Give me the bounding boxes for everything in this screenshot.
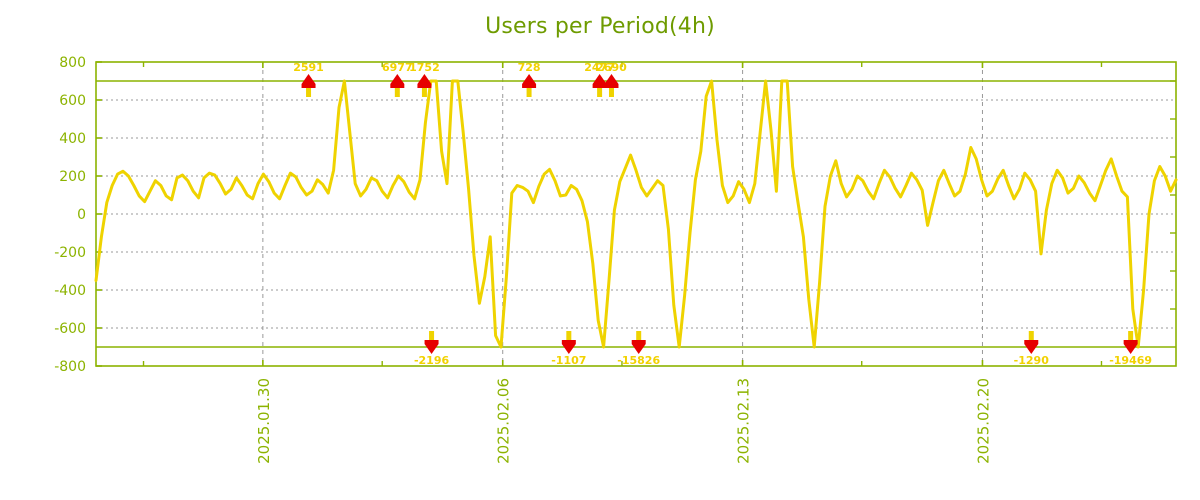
y-tick-label: 200 (59, 169, 86, 185)
y-tick-label: 0 (77, 207, 86, 223)
x-tick-label: 2025.02.20 (974, 378, 992, 464)
grid-layer (96, 62, 1176, 366)
outlier-label-max: 6977 (382, 61, 413, 74)
x-tick-label: 2025.02.13 (735, 378, 753, 464)
outlier-label-min: -1290 (1014, 354, 1050, 367)
chart-title: Users per Period(4h) (485, 14, 715, 39)
y-axis-tick-labels: 800 600 400 200 0 -200 -400 -600 -800 (54, 55, 86, 375)
y-tick-label: 400 (59, 131, 86, 147)
x-tick-label: 2025.02.06 (495, 378, 513, 464)
outlier-label-max: 1752 (409, 61, 440, 74)
y-tick-label: 600 (59, 93, 86, 109)
y-tick-label: -200 (54, 245, 86, 261)
y-tick-label: -800 (54, 359, 86, 375)
y-tick-label: 800 (59, 55, 86, 71)
outlier-label-min: -19469 (1109, 354, 1152, 367)
outlier-label-max: 728 (518, 61, 541, 74)
y-tick-label: -400 (54, 283, 86, 299)
outlier-label-min: -15826 (617, 354, 660, 367)
x-tick-label: 2025.01.30 (255, 378, 273, 464)
outlier-label-min: -2196 (414, 354, 450, 367)
axis-layer (95, 61, 1177, 367)
outlier-markers (301, 74, 1138, 354)
outlier-label-max: 2591 (293, 61, 324, 74)
outlier-label-min: -1107 (551, 354, 586, 367)
outlier-label-max: 2477 (584, 61, 615, 74)
y-tick-label: -600 (54, 321, 86, 337)
x-axis-tick-labels: 2025.01.30 2025.02.06 2025.02.13 2025.02.20 (255, 378, 993, 464)
series-line-users (94, 79, 1178, 349)
outlier-label-max: 2690 (596, 61, 627, 74)
